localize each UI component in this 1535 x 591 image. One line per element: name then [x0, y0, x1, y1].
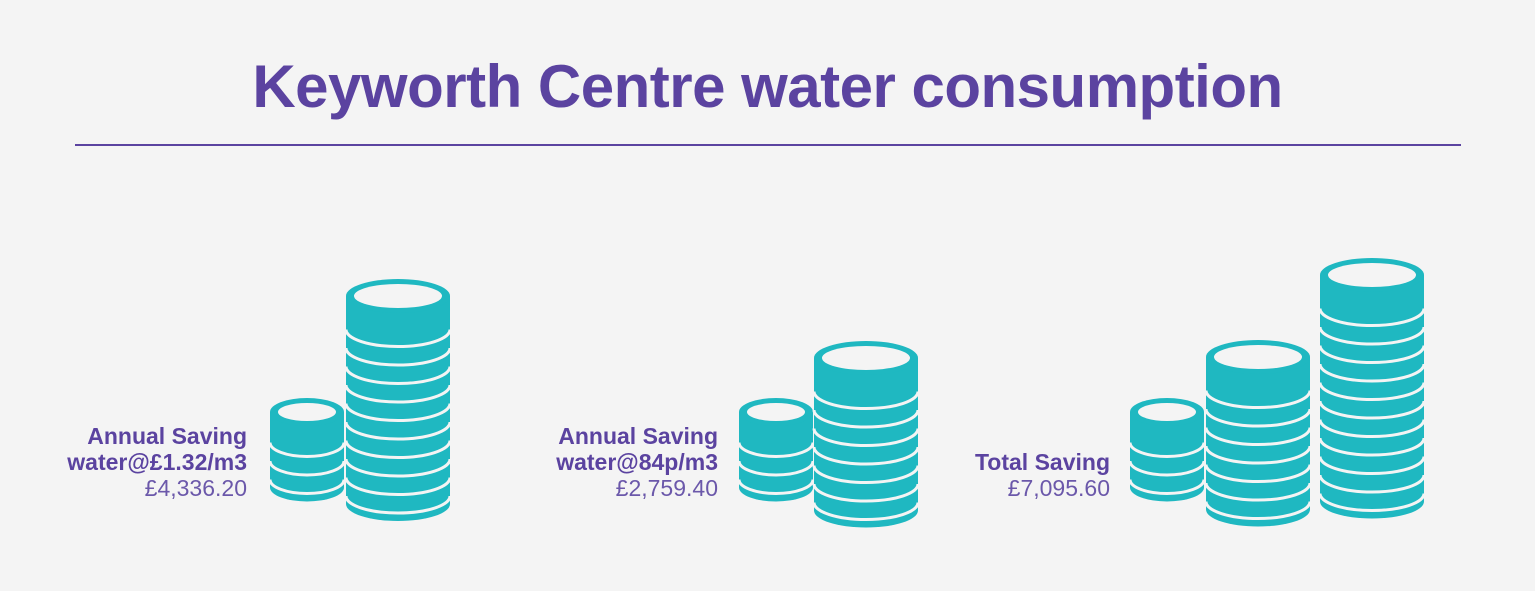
panel-2-amount: £2,759.40 — [615, 475, 718, 501]
coin-stack-icon — [344, 279, 452, 521]
title-divider — [75, 144, 1461, 146]
panel-1-label: Annual Saving water@£1.32/m3 £4,336.20 — [7, 423, 247, 501]
coin-stack-icon — [812, 341, 920, 528]
coin-stack-icon — [1204, 340, 1312, 527]
coin-stack-icon — [1318, 258, 1426, 519]
page-title: Keyworth Centre water consumption — [252, 53, 1283, 120]
panel-2-line2: water@84p/m3 — [556, 449, 718, 475]
panel-2-label: Annual Saving water@84p/m3 £2,759.40 — [478, 423, 718, 501]
coin-stack-icon — [268, 398, 346, 502]
panel-1-amount: £4,336.20 — [144, 475, 247, 501]
panel-3-line1: Total Saving — [974, 449, 1110, 475]
panel-1-line1: Annual Saving — [87, 423, 247, 449]
coin-stack-icon — [737, 398, 815, 502]
panel-1-line2: water@£1.32/m3 — [67, 449, 247, 475]
panel-3-label: Total Saving £7,095.60 — [870, 449, 1110, 501]
panel-3-amount: £7,095.60 — [1007, 475, 1110, 501]
panel-2-line1: Annual Saving — [558, 423, 718, 449]
coin-stack-icon — [1128, 398, 1206, 502]
